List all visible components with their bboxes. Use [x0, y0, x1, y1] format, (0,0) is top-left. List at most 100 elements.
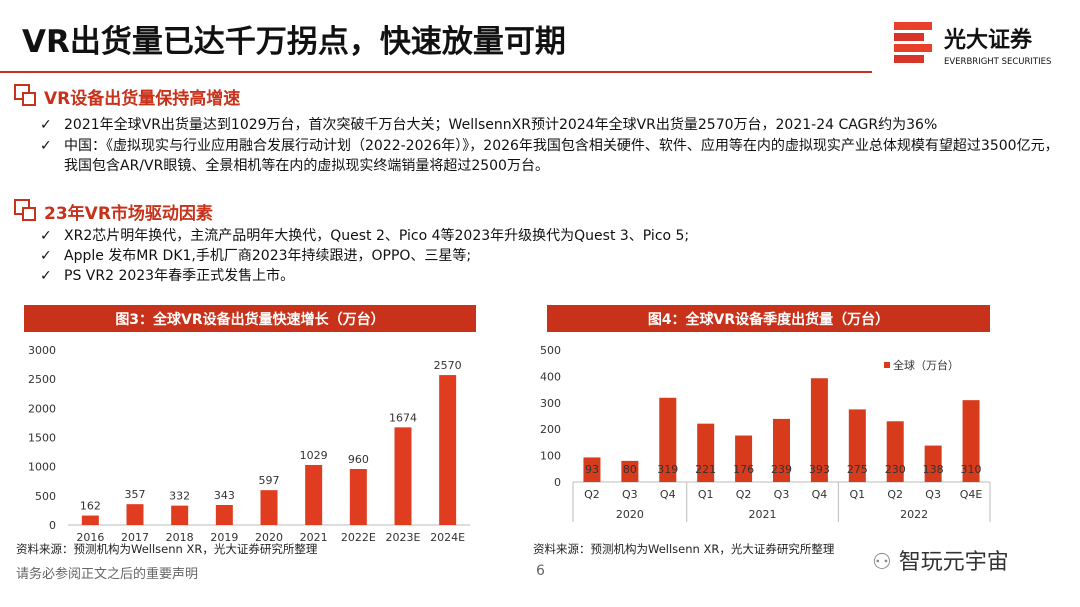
y-tick-label: 0 [49, 519, 56, 532]
value-label: 357 [125, 488, 146, 501]
value-label: 176 [733, 463, 754, 476]
x-group-label: 2021 [749, 508, 777, 521]
value-label: 1029 [300, 449, 328, 462]
y-tick-label: 200 [540, 423, 561, 436]
bar [697, 423, 715, 482]
x-group-label: 2022 [900, 508, 928, 521]
bar [621, 460, 639, 482]
value-label: 93 [585, 463, 599, 476]
bar [394, 427, 412, 525]
value-label: 239 [771, 463, 792, 476]
value-label: 597 [259, 474, 280, 487]
bar [305, 464, 323, 525]
section-heading: VR设备出货量保持高增速 [44, 89, 241, 109]
bar [659, 397, 677, 482]
bar [886, 421, 904, 482]
title-rule [0, 71, 872, 73]
y-tick-label: 2000 [28, 402, 56, 415]
value-label: 332 [169, 490, 190, 503]
footer-note: 请务必参阅正文之后的重要声明 [16, 567, 199, 582]
logo-cn: 光大证券 [943, 27, 1033, 53]
x-tick-label: 2018 [166, 531, 194, 544]
value-label: 2570 [434, 359, 462, 372]
x-tick-label: Q3 [774, 488, 790, 501]
chart-source: 资料来源：预测机构为Wellsenn XR，光大证券研究所整理 [533, 542, 835, 556]
bar [260, 490, 278, 525]
section-icon [14, 199, 36, 221]
logo-en: EVERBRIGHT SECURITIES [944, 57, 1051, 67]
x-tick-label: 2022E [341, 531, 376, 544]
x-tick-label: Q3 [622, 488, 638, 501]
legend-swatch [884, 362, 890, 368]
x-tick-label: Q2 [887, 488, 903, 501]
bullet: 2021年全球VR出货量达到1029万台，首次突破千万台大关；WellsennX… [40, 115, 1064, 135]
y-tick-label: 300 [540, 397, 561, 410]
x-tick-label: Q1 [849, 488, 865, 501]
x-tick-label: Q2 [584, 488, 600, 501]
value-label: 138 [923, 463, 944, 476]
page-number: 6 [536, 563, 545, 579]
bar [962, 400, 980, 482]
bar [583, 457, 601, 482]
slide-title: VR出货量已达千万拐点，快速放量可期 [22, 24, 566, 60]
y-tick-label: 400 [540, 370, 561, 383]
bar [735, 435, 753, 482]
chart-title-bar [547, 305, 990, 332]
y-tick-label: 3000 [28, 344, 56, 357]
bar [773, 418, 790, 482]
bar [126, 504, 144, 525]
x-tick-label: 2017 [121, 531, 149, 544]
x-tick-label: Q4 [660, 488, 676, 501]
x-tick-label: Q1 [698, 488, 714, 501]
chart-title-bar [24, 305, 476, 332]
x-tick-label: 2023E [386, 531, 421, 544]
value-label: 80 [623, 463, 637, 476]
value-label: 960 [348, 453, 369, 466]
y-tick-label: 1500 [28, 432, 56, 445]
x-tick-label: Q4E [960, 488, 983, 501]
bullet: Apple 发布MR DK1,手机厂商2023年持续跟进，OPPO、三星等; [40, 246, 1064, 266]
value-label: 162 [80, 500, 101, 513]
bar [848, 409, 866, 482]
bullet: 中国：《虚拟现实与行业应用融合发展行动计划（2022-2026年）》，2026年… [40, 136, 1064, 176]
y-tick-label: 500 [35, 490, 56, 503]
x-tick-label: Q4 [812, 488, 828, 501]
bar [171, 505, 189, 525]
value-label: 230 [885, 463, 906, 476]
bar [810, 378, 828, 482]
x-tick-label: 2016 [76, 531, 104, 544]
brand: ⚇ 智玩元宇宙 [872, 550, 1009, 575]
bullet: XR2芯片明年换代，主流产品明年大换代，Quest 2、Pico 4等2023年… [40, 226, 1064, 246]
x-tick-label: 2021 [300, 531, 328, 544]
x-group-label: 2020 [616, 508, 644, 521]
y-tick-label: 2500 [28, 373, 56, 386]
section-icon [14, 84, 36, 106]
x-tick-label: 2020 [255, 531, 283, 544]
bar [215, 504, 233, 525]
value-label: 221 [695, 463, 716, 476]
section-heading: 23年VR市场驱动因素 [44, 204, 213, 224]
x-tick-label: Q2 [736, 488, 752, 501]
bullet: PS VR2 2023年春季正式发售上市。 [40, 266, 1064, 286]
logo: 光大证券 EVERBRIGHT SECURITIES [894, 22, 1051, 67]
y-tick-label: 100 [540, 450, 561, 463]
bar [81, 515, 99, 525]
y-tick-label: 500 [540, 344, 561, 357]
bar [349, 469, 367, 525]
brand-text: 智玩元宇宙 [898, 550, 1009, 575]
value-label: 275 [847, 463, 868, 476]
chart-title: 图3：全球VR设备出货量快速增长（万台） [115, 311, 384, 328]
value-label: 319 [657, 463, 678, 476]
bar [924, 445, 942, 482]
bar [439, 375, 457, 525]
x-tick-label: 2019 [210, 531, 238, 544]
x-tick-label: Q3 [925, 488, 941, 501]
value-label: 310 [961, 463, 982, 476]
value-label: 393 [809, 463, 830, 476]
value-label: 343 [214, 489, 235, 502]
chart-title: 图4：全球VR设备季度出货量（万台） [648, 311, 889, 328]
chart: 图4：全球VR设备季度出货量（万台） 0 100 200 300 400 500 93 Q2 80… [533, 305, 991, 556]
legend-label: 全球（万台） [893, 358, 959, 372]
y-tick-label: 0 [554, 476, 561, 489]
